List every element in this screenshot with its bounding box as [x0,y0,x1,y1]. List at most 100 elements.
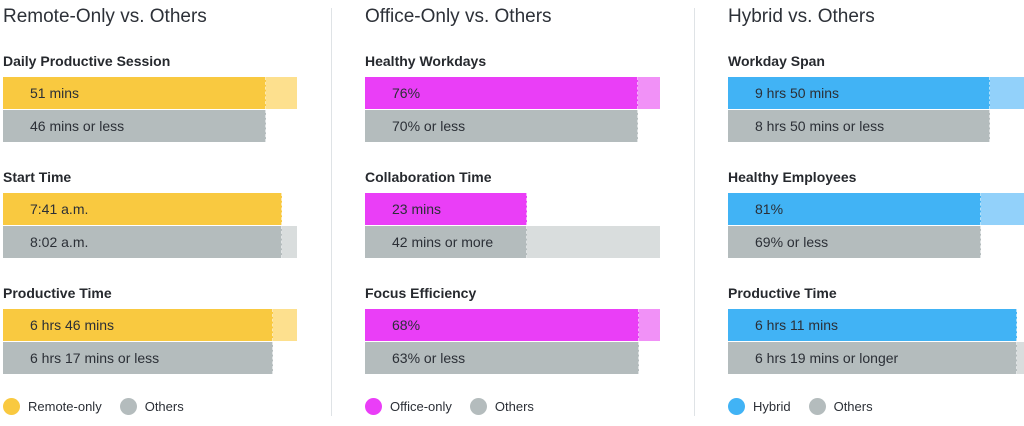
legend-item: Remote-only [3,398,102,415]
group-bar-difference [638,77,660,109]
chart-legend: Remote-only Others [3,398,202,418]
legend-label: Others [494,399,534,414]
others-value-label: 63% or less [392,350,466,366]
group-bar-difference [639,309,660,341]
chart-legend: Hybrid Others [728,398,891,418]
chart-title: Hybrid vs. Others [728,6,875,27]
metric-label: Healthy Employees [728,169,857,185]
others-value-label: 8:02 a.m. [30,234,89,250]
group-value-label: 81% [755,201,784,217]
group-value-label: 68% [392,317,421,333]
others-bar-difference [282,226,297,258]
others-bar: 63% or less [365,342,639,374]
reference-line [1016,342,1017,374]
metric-label: Start Time [3,169,72,185]
group-bar-difference [981,193,1024,225]
group-value-label: 6 hrs 11 mins [755,317,838,333]
chart-panel-2: Office-Only vs. Others Healthy Workdays 76… [365,0,660,426]
reference-line [638,309,639,341]
reference-line [281,226,282,258]
group-bar: 68% [365,309,660,341]
legend-item: Hybrid [728,398,791,415]
group-bar: 76% [365,77,660,109]
others-bar: 69% or less [728,226,981,258]
panel-divider [331,8,332,416]
metric-label: Productive Time [728,285,837,301]
chart-title: Remote-Only vs. Others [3,6,207,27]
legend-item: Others [808,398,873,415]
group-value-label: 6 hrs 46 mins [30,317,115,333]
metric-label: Healthy Workdays [365,53,487,69]
legend-label: Others [144,399,184,414]
others-bar-difference [1017,342,1024,374]
group-bar: 9 hrs 50 mins [728,77,1024,109]
reference-line [989,77,990,109]
reference-line [526,226,527,258]
others-bar: 42 mins or more [365,226,660,258]
others-value-label: 46 mins or less [30,118,125,134]
group-value-label: 23 mins [392,201,442,217]
others-value-label: 6 hrs 17 mins or less [30,350,160,366]
legend-swatch [365,398,382,415]
metric-label: Collaboration Time [365,169,492,185]
reference-line [281,193,282,225]
group-bar: 23 mins [365,193,527,225]
others-bar: 8:02 a.m. [3,226,297,258]
group-bar-difference [990,77,1024,109]
others-value-label: 42 mins or more [392,234,494,250]
chart-panel-3: Hybrid vs. Others Workday Span 9 hrs 50 mi… [728,0,1024,426]
group-value-label: 7:41 a.m. [30,201,89,217]
reference-line [1016,309,1017,341]
chart-panel-1: Remote-Only vs. Others Daily Productive S… [3,0,297,426]
legend-item: Office-only [365,398,452,415]
group-value-label: 51 mins [30,85,80,101]
reference-line [980,226,981,258]
group-bar: 51 mins [3,77,297,109]
others-bar: 8 hrs 50 mins or less [728,110,990,142]
reference-line [989,110,990,142]
group-bar-difference [266,77,297,109]
legend-item: Others [469,398,534,415]
legend-item: Others [119,398,184,415]
group-bar-difference [273,309,297,341]
reference-line [638,342,639,374]
metric-label: Daily Productive Session [3,53,171,69]
others-bar: 6 hrs 19 mins or longer [728,342,1024,374]
group-value-label: 76% [392,85,421,101]
others-value-label: 70% or less [392,118,466,134]
reference-line [272,342,273,374]
legend-swatch [728,398,745,415]
others-value-label: 69% or less [755,234,829,250]
reference-line [265,110,266,142]
metric-label: Productive Time [3,285,112,301]
panel-divider [694,8,695,416]
legend-label: Others [833,399,873,414]
reference-line [272,309,273,341]
reference-line [637,77,638,109]
others-bar-difference [527,226,660,258]
others-bar: 46 mins or less [3,110,266,142]
legend-label: Office-only [390,399,452,414]
group-bar: 7:41 a.m. [3,193,282,225]
group-bar: 6 hrs 11 mins [728,309,1017,341]
chart-title: Office-Only vs. Others [365,6,552,27]
metric-label: Focus Efficiency [365,285,477,301]
legend-swatch [119,398,137,415]
legend-label: Remote-only [28,399,102,414]
legend-swatch [808,398,826,415]
chart-legend: Office-only Others [365,398,552,418]
group-bar: 6 hrs 46 mins [3,309,297,341]
reference-line [526,193,527,225]
group-value-label: 9 hrs 50 mins [755,85,840,101]
legend-swatch [3,398,20,415]
others-value-label: 8 hrs 50 mins or less [755,118,885,134]
others-value-label: 6 hrs 19 mins or longer [755,350,899,366]
metric-label: Workday Span [728,53,825,69]
group-bar: 81% [728,193,1024,225]
legend-label: Hybrid [753,399,791,414]
others-bar: 6 hrs 17 mins or less [3,342,273,374]
reference-line [637,110,638,142]
reference-line [265,77,266,109]
others-bar: 70% or less [365,110,638,142]
legend-swatch [469,398,487,415]
